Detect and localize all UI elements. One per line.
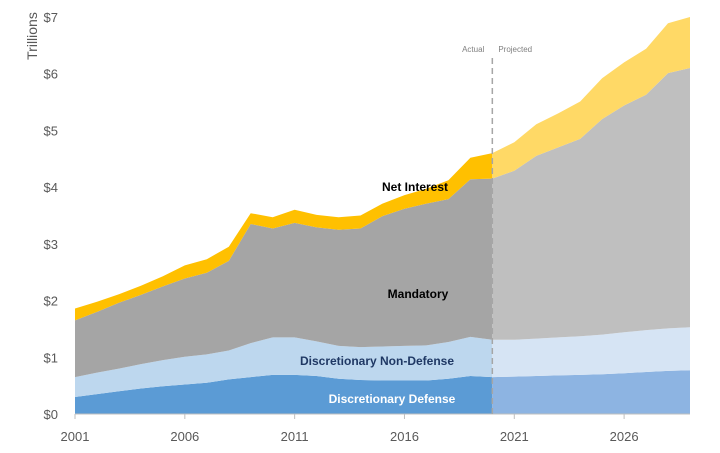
area-discretionary-defense-actual [75,374,493,414]
y-axis-label: Trillions [24,12,40,60]
area-mandatory-actual [75,178,493,378]
area-discretionary-non-defense-projected [492,327,690,378]
series-label-net-interest: Net Interest [382,180,448,194]
y-tick-label: $1 [44,350,58,365]
projected-label: Projected [498,45,532,54]
actual-label: Actual [462,45,484,54]
x-tick-label: 2011 [281,429,309,444]
area-net-interest-projected [492,17,690,179]
x-tick-label: 2016 [390,429,419,444]
area-net-interest-actual [75,153,493,321]
y-tick-label: $2 [44,294,58,309]
x-tick-label: 2026 [610,429,639,444]
y-tick-label: $6 [44,67,58,82]
y-tick-label: $5 [44,123,58,138]
area-discretionary-non-defense-actual [75,336,493,397]
x-tick-label: 2021 [500,429,529,444]
x-tick-label: 2006 [170,429,199,444]
areas-layer [75,17,690,414]
series-label-discretionary-defense: Discretionary Defense [329,392,456,406]
x-tick-label: 2001 [61,429,90,444]
y-tick-label: $7 [44,10,58,25]
series-label-discretionary-non-defense: Discretionary Non-Defense [300,354,454,368]
y-tick-label: $4 [44,180,58,195]
area-discretionary-defense-projected [492,370,690,414]
area-mandatory-projected [492,68,690,340]
y-tick-label: $3 [44,237,58,252]
labels-layer: $0 $1 $2 $3 $4 $5 $6 $7 2001 2006 2011 2016 2021 2026… [24,10,690,444]
series-label-mandatory: Mandatory [388,287,449,301]
y-tick-label: $0 [44,407,58,422]
